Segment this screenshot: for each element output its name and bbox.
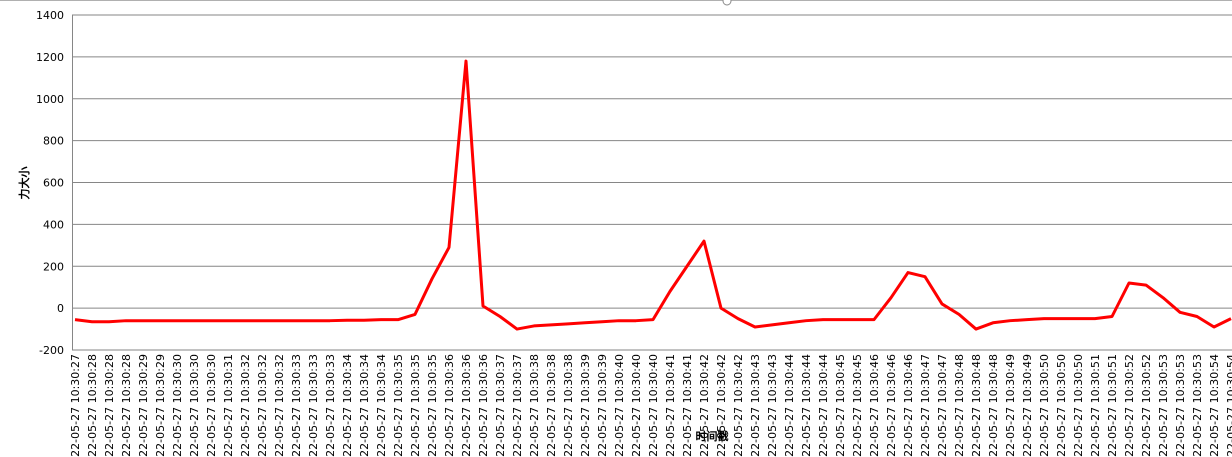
x-tick-label: 2022-05-27 10:30:40 [613,354,626,457]
x-tick-label: 2022-05-27 10:30:43 [749,354,762,457]
x-tick-label: 2022-05-27 10:30:40 [630,354,643,457]
x-tick-label: 2022-05-27 10:30:36 [443,354,456,457]
x-tick-label: 2022-05-27 10:30:34 [375,354,388,457]
x-tick-label: 2022-05-27 10:30:32 [256,354,269,457]
y-tick-label: 1400 [36,9,64,22]
x-tick-label: 2022-05-27 10:30:33 [307,354,320,457]
x-tick-label: 2022-05-27 10:30:52 [1123,354,1136,457]
x-tick-label: 2022-05-27 10:30:46 [902,354,915,457]
y-tick-label: 0 [57,302,64,315]
y-tick-label: 800 [43,135,64,148]
x-tick-label: 2022-05-27 10:30:41 [681,354,694,457]
x-tick-label: 2022-05-27 10:30:49 [1021,354,1034,457]
x-tick-label: 2022-05-27 10:30:33 [324,354,337,457]
x-tick-label: 2022-05-27 10:30:32 [273,354,286,457]
x-tick-label: 2022-05-27 10:30:51 [1089,354,1102,457]
x-tick-label: 2022-05-27 10:30:53 [1191,354,1204,457]
x-tick-label: 2022-05-27 10:30:44 [800,354,813,457]
x-tick-label: 2022-05-27 10:30:54 [1208,354,1221,457]
x-tick-label: 2022-05-27 10:30:37 [494,354,507,457]
x-tick-label: 2022-05-27 10:30:44 [817,354,830,457]
x-tick-label: 2022-05-27 10:30:29 [137,354,150,457]
x-tick-label: 2022-05-27 10:30:35 [392,354,405,457]
y-tick-label: 1200 [36,51,64,64]
x-tick-label: 2022-05-27 10:30:42 [715,354,728,457]
x-tick-label: 2022-05-27 10:30:30 [171,354,184,457]
y-tick-label: 600 [43,177,64,190]
y-tick-label: 1000 [36,93,64,106]
x-tick-label: 2022-05-27 10:30:28 [86,354,99,457]
resize-handle [722,0,732,6]
x-tick-label: 2022-05-27 10:30:39 [579,354,592,457]
y-tick-label: -200 [39,344,64,357]
x-tick-label: 2022-05-27 10:30:34 [358,354,371,457]
x-tick-label: 2022-05-27 10:30:35 [409,354,422,457]
x-tick-label: 2022-05-27 10:30:35 [426,354,439,457]
x-tick-label: 2022-05-27 10:30:37 [511,354,524,457]
x-tick-label: 2022-05-27 10:30:38 [562,354,575,457]
x-tick-label: 2022-05-27 10:30:42 [698,354,711,457]
x-tick-label: 2022-05-27 10:30:34 [341,354,354,457]
x-axis-title: 时间戳 [696,429,729,443]
x-tick-label: 2022-05-27 10:30:36 [477,354,490,457]
x-tick-label: 2022-05-27 10:30:29 [154,354,167,457]
x-tick-label: 2022-05-27 10:30:45 [834,354,847,457]
x-tick-label: 2022-05-27 10:30:50 [1072,354,1085,457]
x-tick-label: 2022-05-27 10:30:33 [290,354,303,457]
x-tick-label: 2022-05-27 10:30:46 [885,354,898,457]
x-tick-label: 2022-05-27 10:30:46 [868,354,881,457]
x-tick-label: 2022-05-27 10:30:53 [1174,354,1187,457]
x-tick-label: 2022-05-27 10:30:28 [103,354,116,457]
x-tick-label: 2022-05-27 10:30:48 [987,354,1000,457]
y-tick-label: 200 [43,260,64,273]
x-tick-label: 2022-05-27 10:30:45 [851,354,864,457]
x-tick-label: 2022-05-27 10:30:42 [732,354,745,457]
x-tick-label: 2022-05-27 10:30:50 [1055,354,1068,457]
x-tick-label: 2022-05-27 10:30:49 [1004,354,1017,457]
data-line [74,59,1232,331]
x-tick-label: 2022-05-27 10:30:40 [647,354,660,457]
x-tick-label: 2022-05-27 10:30:31 [222,354,235,457]
x-tick-label: 2022-05-27 10:30:30 [205,354,218,457]
x-tick-label: 2022-05-27 10:30:38 [528,354,541,457]
x-tick-label: 2022-05-27 10:30:48 [970,354,983,457]
x-tick-label: 2022-05-27 10:30:43 [766,354,779,457]
y-axis-title: 力大小 [17,167,31,200]
x-tick-label: 2022-05-27 10:30:53 [1157,354,1170,457]
x-tick-label: 2022-05-27 10:30:51 [1106,354,1119,457]
x-tick-label: 2022-05-27 10:30:28 [120,354,133,457]
x-tick-label: 2022-05-27 10:30:30 [188,354,201,457]
x-tick-label: 2022-05-27 10:30:44 [783,354,796,457]
x-tick-label: 2022-05-27 10:30:48 [953,354,966,457]
x-tick-label: 2022-05-27 10:30:47 [919,354,932,457]
x-tick-label: 2022-05-27 10:30:39 [596,354,609,457]
x-tick-label: 2022-05-27 10:30:27 [69,354,82,457]
x-tick-label: 2022-05-27 10:30:50 [1038,354,1051,457]
x-tick-label: 2022-05-27 10:30:54 [1225,354,1232,457]
x-tick-label: 2022-05-27 10:30:32 [239,354,252,457]
y-tick-label: 400 [43,218,64,231]
x-tick-label: 2022-05-27 10:30:47 [936,354,949,457]
x-tick-label: 2022-05-27 10:30:41 [664,354,677,457]
x-tick-label: 2022-05-27 10:30:38 [545,354,558,457]
x-tick-label: 2022-05-27 10:30:52 [1140,354,1153,457]
x-tick-label: 2022-05-27 10:30:36 [460,354,473,457]
